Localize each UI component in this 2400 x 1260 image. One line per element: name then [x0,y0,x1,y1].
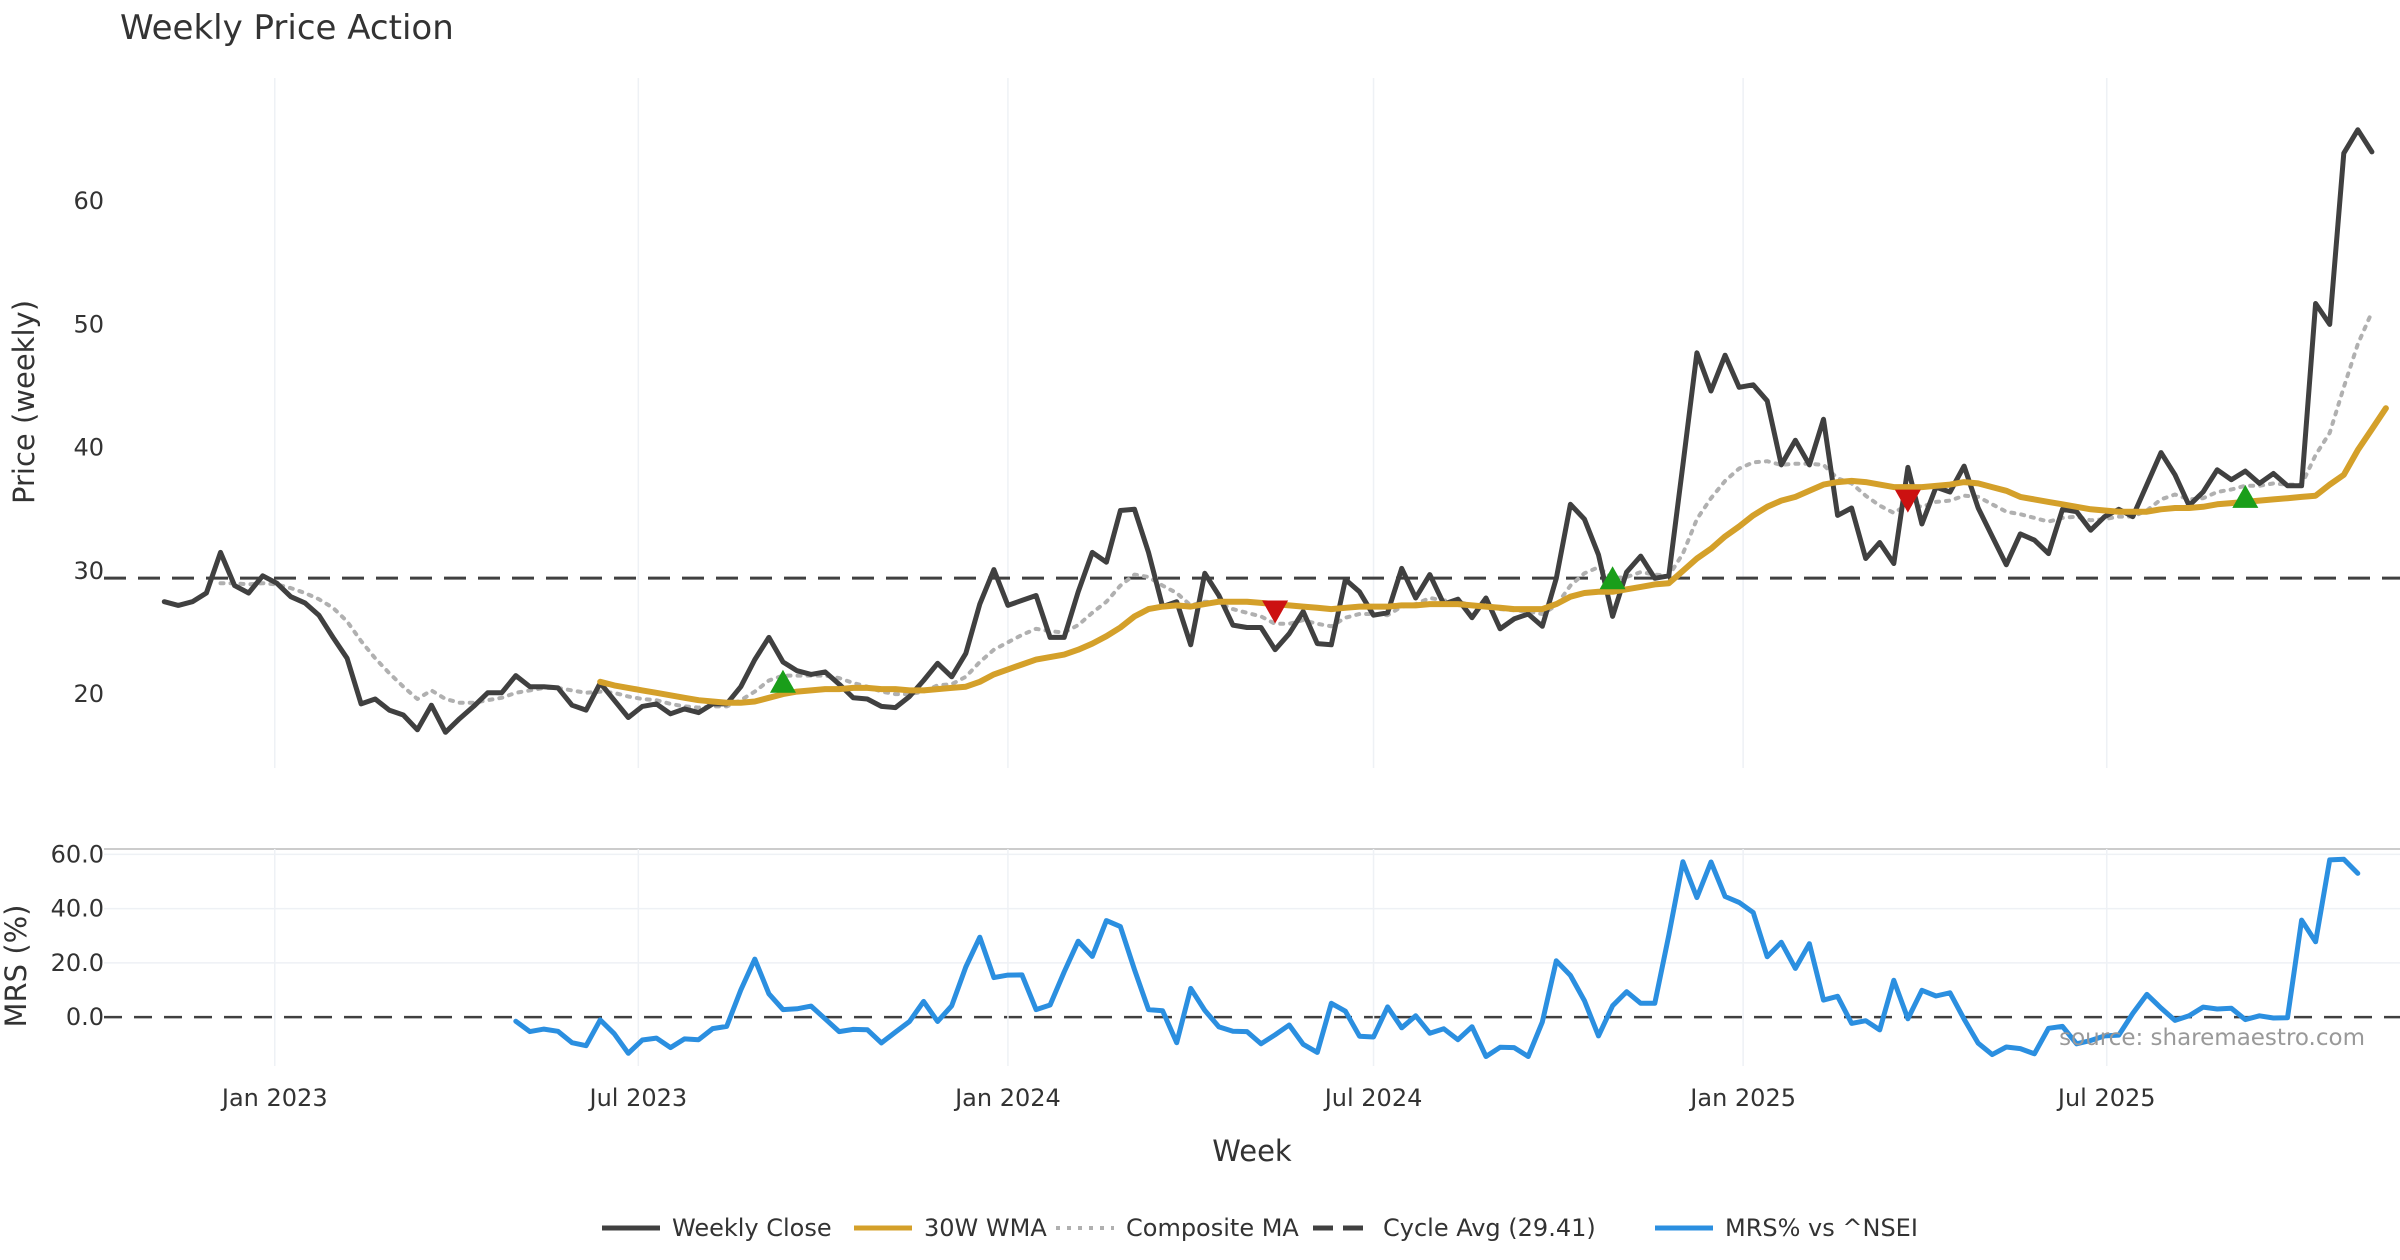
mrs-y-tick-label: 20.0 [51,949,104,977]
price-panel: 20 30 40 50 60 Price (weekly) [7,78,2400,768]
price-series [104,127,2400,735]
price-y-tick-label: 30 [73,557,104,585]
legend-item: Weekly Close [602,1214,832,1242]
weekly-close-line [161,127,2375,735]
composite-ma-line [218,310,2374,710]
legend-label: MRS% vs ^NSEI [1725,1214,1918,1242]
price-y-tick-label: 50 [73,310,104,338]
mrs-y-tick-label: 40.0 [51,895,104,923]
legend-label: Cycle Avg (29.41) [1383,1214,1596,1242]
buy-signal-marker [2232,484,2259,508]
mrs-y-tick-label: 0.0 [66,1003,104,1031]
x-axis-label: Week [1212,1134,1292,1168]
x-tick-label: Jan 2025 [1688,1084,1796,1112]
legend-item: Composite MA [1056,1214,1299,1242]
signal-markers [769,484,2259,693]
mrs-line [513,856,2361,1059]
mrs-y-axis-label: MRS (%) [0,905,33,1028]
mrs-y-ticks: 60.0 40.0 20.0 0.0 [51,840,104,1031]
legend-label: 30W WMA [924,1214,1047,1242]
x-tick-label: Jul 2024 [1323,1084,1423,1112]
legend: Weekly Close 30W WMA Composite MA Cycle Avg… [602,1214,1918,1242]
legend-item: 30W WMA [854,1214,1047,1242]
legend-item: MRS% vs ^NSEI [1655,1214,1918,1242]
source-annotation: source: sharemaestro.com [2059,1025,2365,1051]
legend-item: Cycle Avg (29.41) [1313,1214,1596,1242]
mrs-y-tick-label: 60.0 [51,840,104,868]
mrs-gridlines [104,849,2400,1066]
price-y-tick-label: 40 [73,434,104,462]
sell-signal-marker [1894,489,1921,513]
price-y-tick-label: 20 [73,680,104,708]
legend-label: Composite MA [1126,1214,1299,1242]
x-tick-label: Jul 2025 [2056,1084,2156,1112]
price-gridlines [273,78,2108,768]
price-y-tick-label: 60 [73,187,104,215]
x-tick-label: Jul 2023 [587,1084,687,1112]
price-y-ticks: 20 30 40 50 60 [73,187,104,708]
x-tick-label: Jan 2024 [953,1084,1061,1112]
buy-signal-marker [769,669,796,693]
x-tick-label: Jan 2023 [220,1084,328,1112]
mrs-series [513,856,2361,1059]
chart-title: Weekly Price Action [120,8,454,48]
mrs-panel: 60.0 40.0 20.0 0.0 MRS (%) source: sharemae… [0,840,2400,1066]
sell-signal-marker [1262,600,1289,624]
price-y-axis-label: Price (weekly) [7,300,41,504]
legend-label: Weekly Close [672,1214,832,1242]
wma-30w-line [597,405,2389,706]
buy-signal-marker [1599,566,1626,590]
x-axis-ticks: Jan 2023 Jul 2023 Jan 2024 Jul 2024 Jan 2025… [220,1084,2156,1112]
